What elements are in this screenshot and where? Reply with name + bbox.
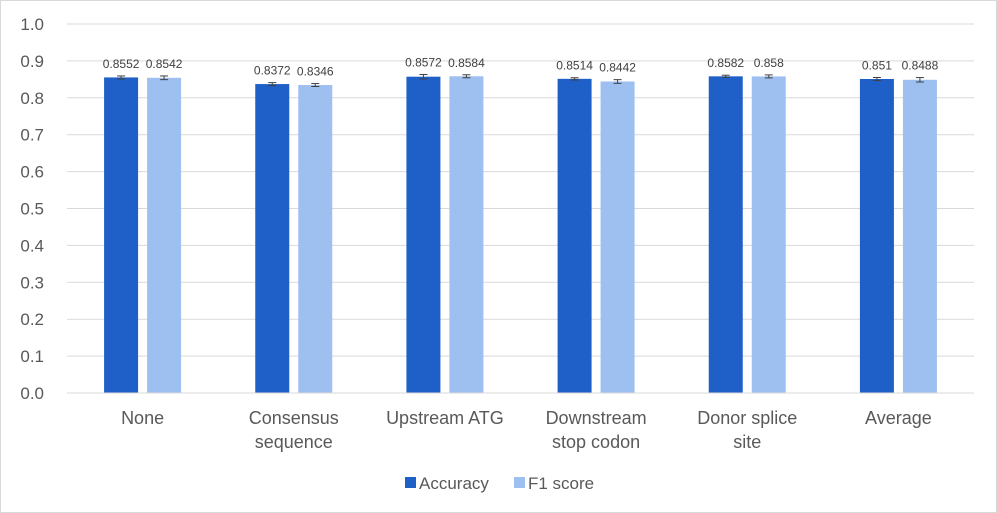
legend-swatch-0 — [405, 477, 416, 488]
y-tick-label-2: 0.2 — [20, 310, 44, 329]
bar-f1-2 — [449, 76, 484, 393]
x-tick-label-1-0: Consensus — [249, 408, 339, 428]
bar-accuracy-4 — [708, 76, 743, 393]
legend-label-1: F1 score — [528, 474, 594, 493]
x-tick-label-3-0: Downstream — [546, 408, 647, 428]
bar-accuracy-2 — [406, 76, 441, 393]
x-tick-label-2-0: Upstream ATG — [386, 408, 504, 428]
x-tick-label-3-1: stop codon — [552, 432, 640, 452]
y-tick-label-0: 0.0 — [20, 384, 44, 403]
data-label-1-3: 0.8442 — [599, 61, 636, 75]
bar-accuracy-5 — [859, 78, 894, 393]
y-tick-label-3: 0.3 — [20, 273, 44, 292]
y-tick-label-5: 0.5 — [20, 200, 44, 219]
bar-f1-5 — [902, 79, 937, 394]
x-tick-label-5-0: Average — [865, 408, 932, 428]
x-tick-label-4-1: site — [733, 432, 761, 452]
data-label-1-2: 0.8584 — [448, 56, 485, 70]
y-tick-label-4: 0.4 — [20, 236, 44, 255]
bar-accuracy-0 — [104, 77, 139, 393]
y-tick-label-7: 0.7 — [20, 126, 44, 145]
data-label-1-1: 0.8346 — [297, 65, 334, 79]
data-label-0-5: 0.851 — [862, 59, 892, 73]
bar-f1-3 — [600, 81, 635, 393]
data-label-1-4: 0.858 — [754, 56, 784, 70]
bar-accuracy-3 — [557, 78, 592, 393]
data-label-0-2: 0.8572 — [405, 55, 442, 69]
legend-label-0: Accuracy — [419, 474, 489, 493]
x-tick-label-1-1: sequence — [255, 432, 333, 452]
bar-accuracy-1 — [255, 84, 290, 394]
x-tick-label-0-0: None — [121, 408, 164, 428]
y-tick-label-8: 0.8 — [20, 89, 44, 108]
y-tick-label-6: 0.6 — [20, 163, 44, 182]
data-label-0-3: 0.8514 — [556, 59, 593, 73]
y-tick-label-1: 0.1 — [20, 347, 44, 366]
x-tick-label-4-0: Donor splice — [697, 408, 797, 428]
data-label-1-0: 0.8542 — [146, 57, 183, 71]
data-label-0-4: 0.8582 — [707, 56, 744, 70]
data-label-0-1: 0.8372 — [254, 64, 291, 78]
bar-f1-1 — [298, 85, 333, 394]
legend-swatch-1 — [514, 477, 525, 488]
bar-f1-4 — [751, 76, 786, 393]
data-label-0-0: 0.8552 — [103, 57, 140, 71]
bar-f1-0 — [147, 77, 182, 393]
data-label-1-5: 0.8488 — [902, 59, 939, 73]
y-tick-label-9: 0.9 — [20, 52, 44, 71]
y-tick-label-10: 1.0 — [20, 15, 44, 34]
